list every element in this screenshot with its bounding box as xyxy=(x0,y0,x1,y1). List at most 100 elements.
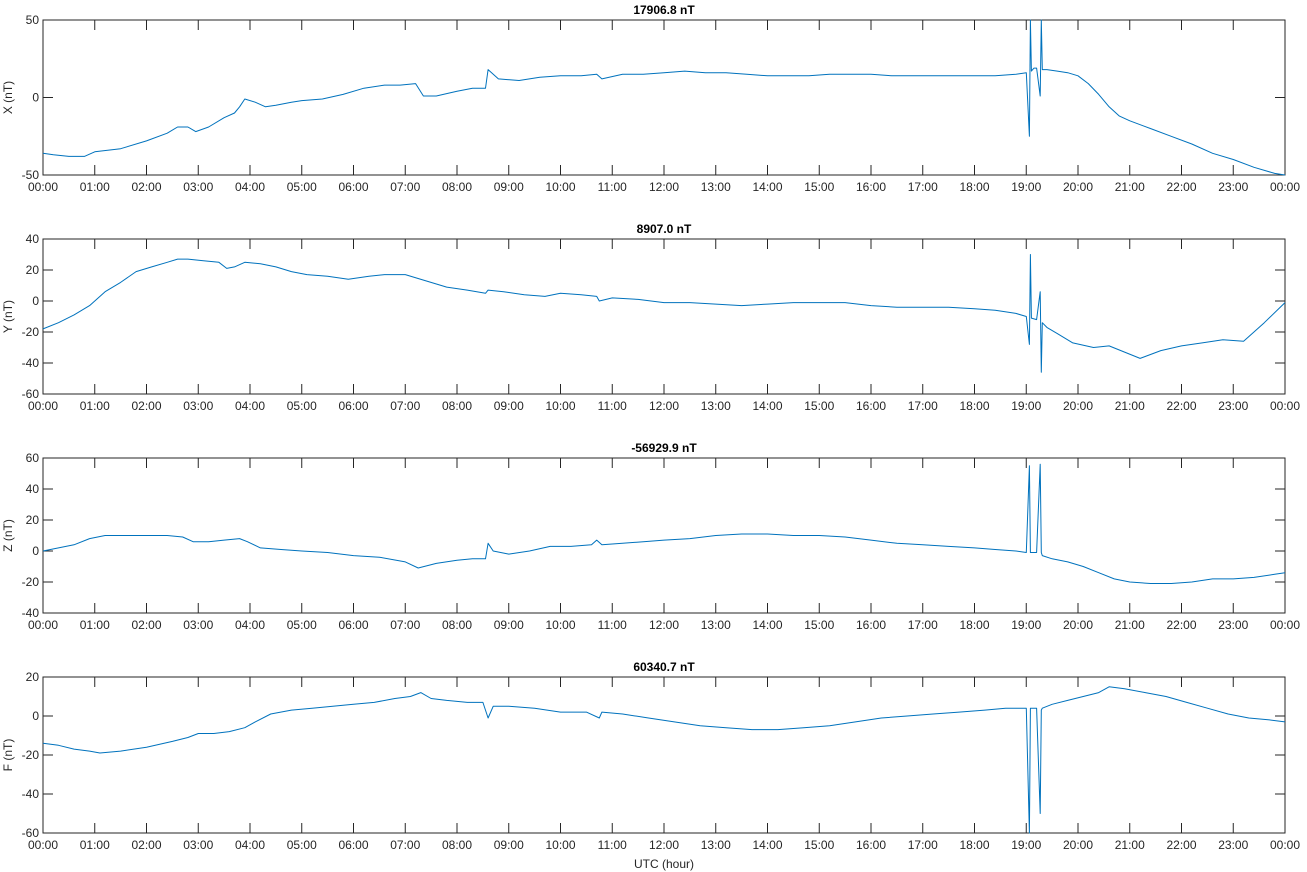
x-tick-label: 10:00 xyxy=(545,838,575,852)
x-tick-label: 01:00 xyxy=(80,618,110,632)
x-tick-label: 10:00 xyxy=(545,180,575,194)
series-line-f xyxy=(42,686,1286,834)
x-tick-label: 04:00 xyxy=(235,838,265,852)
x-tick-label: 01:00 xyxy=(80,180,110,194)
x-tick-label: 05:00 xyxy=(287,838,317,852)
x-tick-label: 00:00 xyxy=(1270,399,1300,413)
x-tick-label: 20:00 xyxy=(1063,618,1093,632)
x-tick-label: 15:00 xyxy=(804,399,834,413)
panel-z: 00:00 01:00 02:00 03:00 04:00 05:00 06:00 07:00… xyxy=(1,441,1300,632)
y-tick-label: 20 xyxy=(26,263,40,277)
x-tick-label: 07:00 xyxy=(390,618,420,632)
x-tick-label: 02:00 xyxy=(131,180,161,194)
y-axis-label-z: Z (nT) xyxy=(1,519,15,552)
x-tick-label: 01:00 xyxy=(80,399,110,413)
x-tick-label: 08:00 xyxy=(442,180,472,194)
x-tick-label: 13:00 xyxy=(701,618,731,632)
panel-title-x: 17906.8 nT xyxy=(633,3,695,17)
x-tick-label: 11:00 xyxy=(598,399,627,413)
x-tick-label: 11:00 xyxy=(598,618,627,632)
x-tick-label: 17:00 xyxy=(908,838,938,852)
x-tick-label: 18:00 xyxy=(959,618,989,632)
series-line-x xyxy=(42,19,1286,176)
x-tick-label: 12:00 xyxy=(649,399,679,413)
x-tick-label: 04:00 xyxy=(235,180,265,194)
x-tick-label: 02:00 xyxy=(131,399,161,413)
x-tick-label: 08:00 xyxy=(442,838,472,852)
x-tick-label: 00:00 xyxy=(1270,180,1300,194)
x-tick-label: 20:00 xyxy=(1063,180,1093,194)
axes-box-y xyxy=(42,238,1286,395)
y-tick-label: -40 xyxy=(22,606,40,620)
x-tick-label: 23:00 xyxy=(1218,180,1248,194)
x-tick-label: 09:00 xyxy=(494,838,524,852)
x-tick-label: 09:00 xyxy=(494,180,524,194)
y-tick-label: -20 xyxy=(22,575,40,589)
x-tick-label: 03:00 xyxy=(183,399,213,413)
x-tick-label: 16:00 xyxy=(856,618,886,632)
x-tick-label: 02:00 xyxy=(131,618,161,632)
x-tick-label: 07:00 xyxy=(390,399,420,413)
x-tick-label: 22:00 xyxy=(1166,180,1196,194)
x-tick-label: 14:00 xyxy=(752,838,782,852)
x-tick-label: 16:00 xyxy=(856,180,886,194)
x-tick-label: 00:00 xyxy=(28,180,58,194)
x-tick-label: 11:00 xyxy=(598,180,627,194)
x-tick-label: 00:00 xyxy=(28,838,58,852)
x-tick-label: 12:00 xyxy=(649,838,679,852)
x-tick-label: 23:00 xyxy=(1218,399,1248,413)
x-tick-label: 14:00 xyxy=(752,618,782,632)
y-axis-label-f: F (nT) xyxy=(1,739,15,772)
panel-f: 00:00 01:00 02:00 03:00 04:00 05:00 06:00 07:00… xyxy=(1,660,1300,871)
x-tick-label: 06:00 xyxy=(338,399,368,413)
x-tick-label: 12:00 xyxy=(649,618,679,632)
x-tick-label: 19:00 xyxy=(1011,618,1041,632)
x-tick-label: 17:00 xyxy=(908,399,938,413)
x-tick-label: 06:00 xyxy=(338,838,368,852)
x-tick-label: 21:00 xyxy=(1115,399,1145,413)
x-tick-label: 09:00 xyxy=(494,399,524,413)
x-tick-label: 22:00 xyxy=(1166,618,1196,632)
x-tick-label: 23:00 xyxy=(1218,618,1248,632)
x-tick-label: 13:00 xyxy=(701,180,731,194)
x-axis-label: UTC (hour) xyxy=(634,857,694,871)
x-tick-label: 20:00 xyxy=(1063,399,1093,413)
x-tick-label: 21:00 xyxy=(1115,618,1145,632)
x-tick-label: 17:00 xyxy=(908,180,938,194)
x-tick-label: 18:00 xyxy=(959,838,989,852)
x-tick-label: 15:00 xyxy=(804,180,834,194)
y-tick-label: 60 xyxy=(26,451,40,465)
x-tick-label: 14:00 xyxy=(752,180,782,194)
x-tick-label: 22:00 xyxy=(1166,838,1196,852)
x-tick-label: 21:00 xyxy=(1115,180,1145,194)
x-tick-label: 19:00 xyxy=(1011,838,1041,852)
y-tick-label: -40 xyxy=(22,356,40,370)
y-tick-label: 0 xyxy=(32,709,39,723)
x-tick-label: 06:00 xyxy=(338,180,368,194)
y-tick-label: 40 xyxy=(26,232,40,246)
x-tick-label: 08:00 xyxy=(442,618,472,632)
x-tick-label: 02:00 xyxy=(131,838,161,852)
panel-y: 00:00 01:00 02:00 03:00 04:00 05:00 06:00 07:00… xyxy=(1,222,1300,413)
x-tick-label: 21:00 xyxy=(1115,838,1145,852)
axes-box-f xyxy=(42,676,1286,834)
x-tick-label: 13:00 xyxy=(701,399,731,413)
x-tick-label: 07:00 xyxy=(390,838,420,852)
x-tick-label: 10:00 xyxy=(545,618,575,632)
y-tick-label: 50 xyxy=(26,13,40,27)
x-tick-label: 15:00 xyxy=(804,838,834,852)
panel-x: 00:00 01:00 02:00 03:00 04:00 05:00 06:00 07:00… xyxy=(1,3,1300,194)
x-tick-label: 19:00 xyxy=(1011,180,1041,194)
panel-title-y: 8907.0 nT xyxy=(637,222,692,236)
axes-box-x xyxy=(42,19,1286,176)
y-tick-label: 0 xyxy=(32,544,39,558)
y-axis-label-y: Y (nT) xyxy=(1,300,15,333)
y-tick-label: -50 xyxy=(22,168,40,182)
x-tick-label: 04:00 xyxy=(235,399,265,413)
axes-box-z xyxy=(42,457,1286,614)
x-tick-label: 04:00 xyxy=(235,618,265,632)
x-tick-label: 05:00 xyxy=(287,180,317,194)
series-line-z xyxy=(42,463,1286,584)
x-tick-label: 00:00 xyxy=(1270,838,1300,852)
x-tick-label: 00:00 xyxy=(28,399,58,413)
